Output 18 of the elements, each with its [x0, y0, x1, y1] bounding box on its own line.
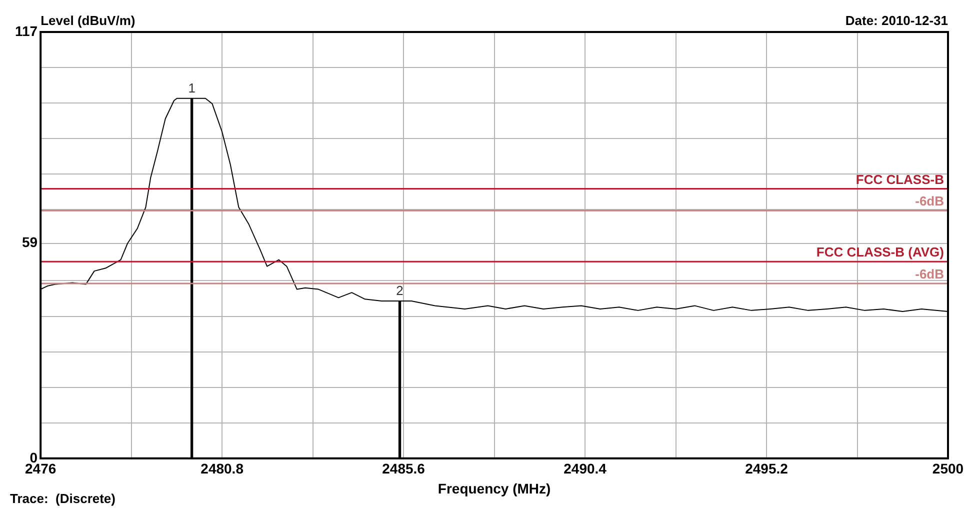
annotation: 1 — [188, 80, 196, 96]
x-tick-label: 2485.6 — [382, 460, 426, 477]
y-tick-label: 117 — [14, 22, 38, 39]
x-axis-title: Frequency (MHz) — [438, 480, 551, 496]
y-tick-label: 59 — [22, 234, 38, 250]
x-tick-label: 2480.8 — [200, 460, 244, 477]
text: Date: 2010-12-31 — [845, 13, 948, 28]
y-axis-title: Level (dBuV/m) — [40, 13, 136, 28]
ref-line-label: -6dB — [915, 266, 944, 282]
annotation: 2 — [396, 283, 404, 298]
text: Trace: (Discrete) — [10, 491, 116, 506]
x-tick-label: 2495.2 — [745, 460, 788, 477]
y-tick-label: 0 — [30, 449, 38, 466]
ref-line-label: FCC CLASS-B — [856, 172, 944, 187]
ref-line-label: -6dB — [915, 194, 944, 209]
ref-line-label: FCC CLASS-B (AVG) — [816, 244, 944, 260]
x-tick-label: 2500 — [932, 460, 964, 477]
x-tick-label: 2490.4 — [564, 460, 607, 477]
